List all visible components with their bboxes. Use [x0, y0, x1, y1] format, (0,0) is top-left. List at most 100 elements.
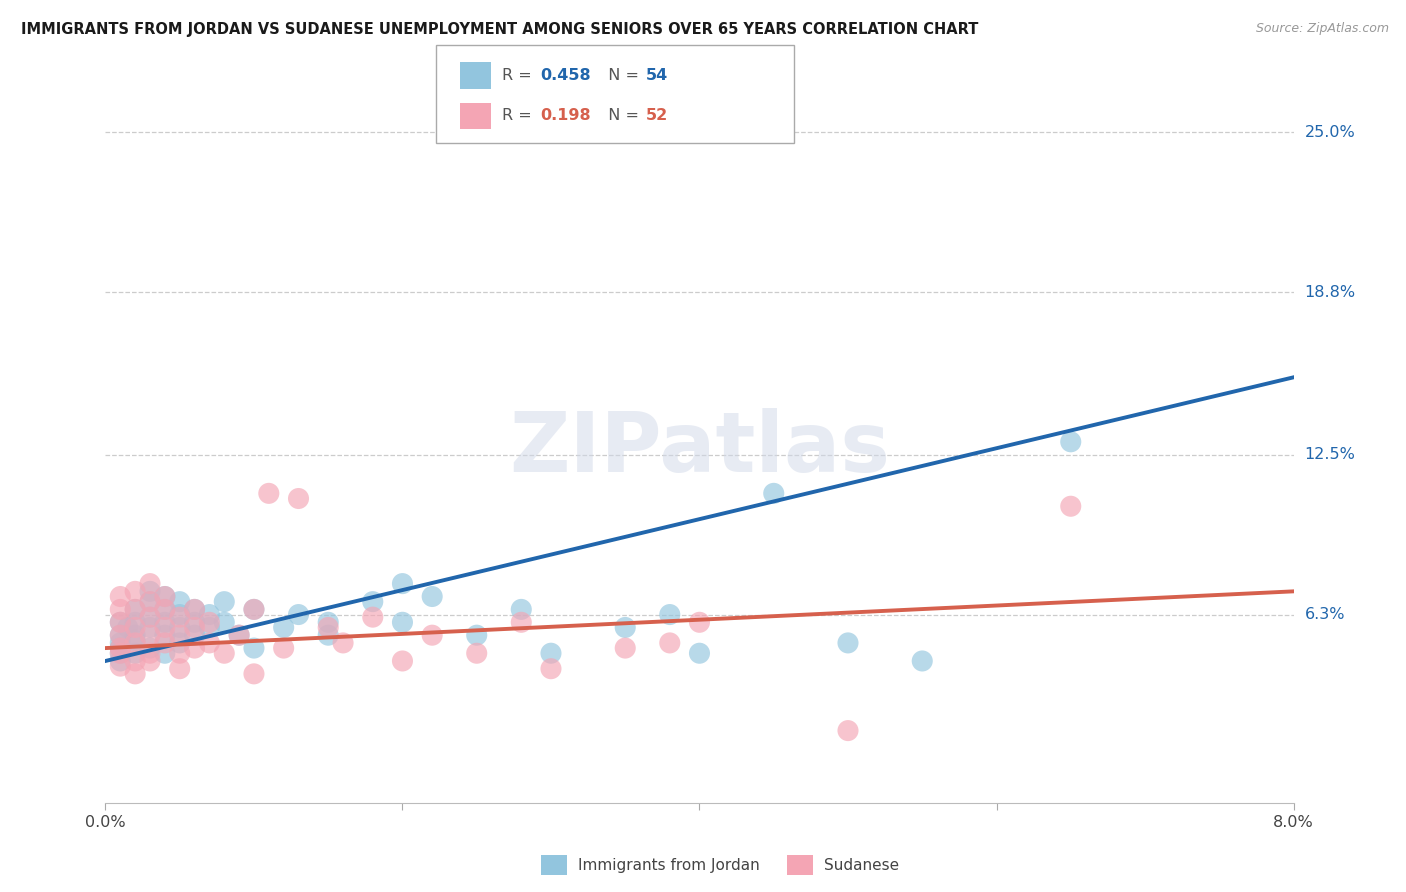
Point: [169, 610, 191, 624]
Point: [139, 628, 162, 642]
Point: [110, 628, 132, 642]
Point: [169, 607, 191, 622]
Point: [169, 595, 191, 609]
Text: 12.5%: 12.5%: [1305, 447, 1355, 462]
Point: [139, 654, 162, 668]
Point: [183, 615, 205, 630]
Point: [316, 615, 339, 630]
Point: [139, 610, 162, 624]
Point: [124, 615, 146, 630]
Point: [183, 620, 205, 634]
Text: 0.458: 0.458: [540, 69, 591, 83]
Point: [169, 662, 191, 676]
Point: [110, 615, 132, 630]
Point: [243, 602, 266, 616]
Point: [243, 666, 266, 681]
Point: [110, 646, 132, 660]
Point: [465, 646, 488, 660]
Point: [214, 615, 236, 630]
Point: [1060, 500, 1083, 514]
Point: [139, 641, 162, 656]
Point: [332, 636, 354, 650]
Point: [837, 636, 859, 650]
Point: [689, 646, 711, 660]
Point: [540, 662, 562, 676]
Point: [214, 646, 236, 660]
Point: [110, 646, 132, 660]
Point: [420, 590, 443, 604]
Point: [124, 646, 146, 660]
Point: [214, 595, 236, 609]
Point: [139, 595, 162, 609]
Point: [183, 602, 205, 616]
Point: [139, 646, 162, 660]
Text: R =: R =: [502, 69, 537, 83]
Text: Source: ZipAtlas.com: Source: ZipAtlas.com: [1256, 22, 1389, 36]
Text: 6.3%: 6.3%: [1305, 607, 1346, 622]
Point: [287, 491, 309, 506]
Point: [391, 654, 413, 668]
Point: [198, 607, 221, 622]
Text: N =: N =: [598, 109, 644, 123]
Point: [139, 584, 162, 599]
Point: [510, 602, 533, 616]
Point: [124, 602, 146, 616]
Point: [228, 628, 250, 642]
Point: [124, 666, 146, 681]
Point: [658, 607, 681, 622]
Point: [465, 628, 488, 642]
Point: [361, 610, 384, 624]
Point: [110, 602, 132, 616]
Text: 54: 54: [645, 69, 668, 83]
Point: [139, 576, 162, 591]
Point: [110, 590, 132, 604]
Point: [762, 486, 785, 500]
Point: [510, 615, 533, 630]
Point: [139, 595, 162, 609]
Point: [273, 641, 295, 656]
Point: [110, 615, 132, 630]
Point: [110, 659, 132, 673]
Point: [153, 615, 176, 630]
Point: [316, 628, 339, 642]
Point: [153, 628, 176, 642]
Text: 18.8%: 18.8%: [1305, 285, 1355, 300]
Text: Sudanese: Sudanese: [824, 858, 898, 872]
Point: [243, 641, 266, 656]
Point: [139, 620, 162, 634]
Point: [420, 628, 443, 642]
Point: [287, 607, 309, 622]
Point: [153, 602, 176, 616]
Point: [169, 646, 191, 660]
Point: [614, 620, 637, 634]
Point: [124, 584, 146, 599]
Point: [139, 610, 162, 624]
Text: 52: 52: [645, 109, 668, 123]
Point: [228, 628, 250, 642]
Point: [391, 615, 413, 630]
Point: [117, 620, 139, 634]
Text: 0.198: 0.198: [540, 109, 591, 123]
Point: [257, 486, 280, 500]
Point: [243, 602, 266, 616]
Text: R =: R =: [502, 109, 537, 123]
Point: [391, 576, 413, 591]
Point: [198, 615, 221, 630]
Point: [658, 636, 681, 650]
Point: [124, 628, 146, 642]
Point: [124, 633, 146, 648]
Text: N =: N =: [598, 69, 644, 83]
Point: [110, 654, 132, 668]
Point: [153, 590, 176, 604]
Text: ZIPatlas: ZIPatlas: [509, 408, 890, 489]
Point: [689, 615, 711, 630]
Point: [198, 636, 221, 650]
Point: [124, 636, 146, 650]
Point: [153, 620, 176, 634]
Point: [110, 636, 132, 650]
Text: IMMIGRANTS FROM JORDAN VS SUDANESE UNEMPLOYMENT AMONG SENIORS OVER 65 YEARS CORR: IMMIGRANTS FROM JORDAN VS SUDANESE UNEMP…: [21, 22, 979, 37]
Text: Immigrants from Jordan: Immigrants from Jordan: [578, 858, 759, 872]
Point: [837, 723, 859, 738]
Point: [316, 620, 339, 634]
Point: [169, 620, 191, 634]
